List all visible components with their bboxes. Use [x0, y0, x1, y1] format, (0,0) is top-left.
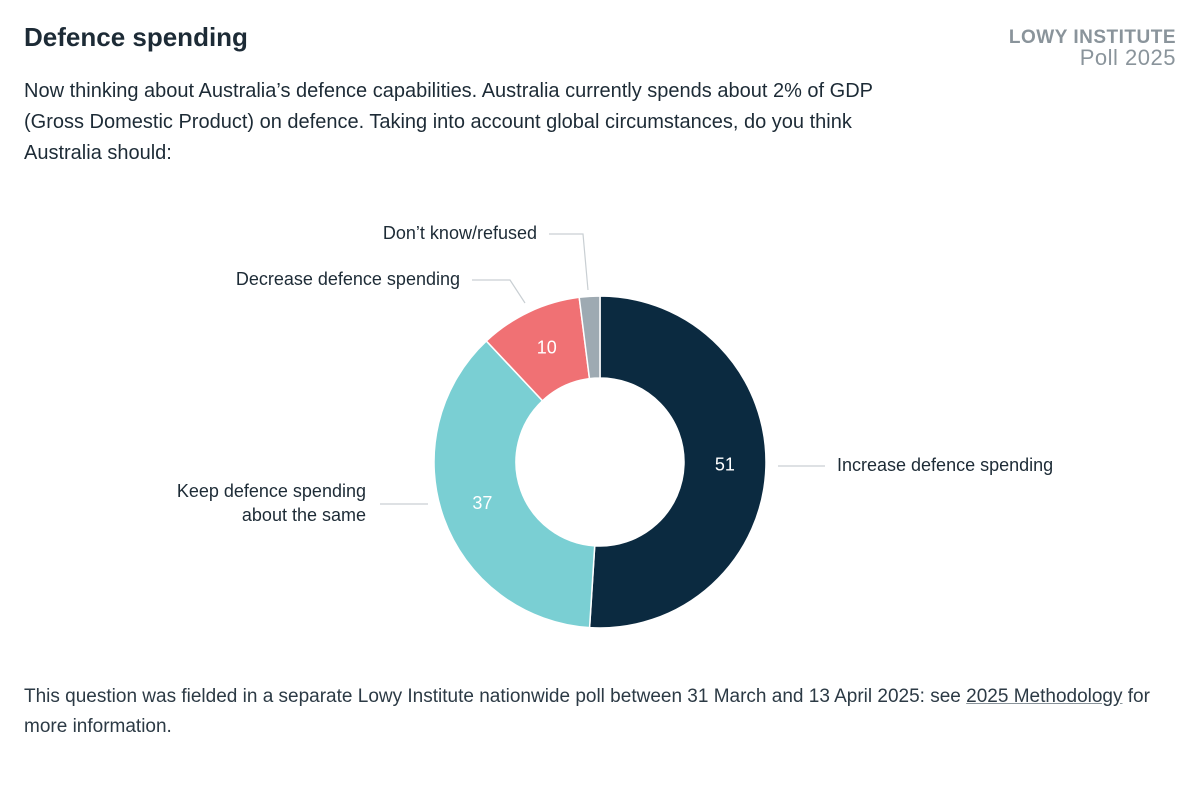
donut-slice — [588, 295, 767, 629]
brand-logo: LOWY INSTITUTE Poll 2025 — [1009, 28, 1176, 69]
footnote-text: This question was fielded in a separate … — [24, 686, 961, 707]
leader-line — [549, 233, 589, 291]
value-label: 51 — [715, 455, 735, 475]
donut-slice — [433, 339, 596, 629]
footnote: This question was fielded in a separate … — [24, 682, 1174, 742]
question: Now thinking about Australia’s defence c… — [24, 80, 873, 164]
title: Defence spending — [24, 22, 248, 52]
value-label: 10 — [537, 338, 557, 358]
footnote-text: for more information. — [24, 686, 1150, 737]
methodology-link[interactable]: 2025 Methodology — [966, 686, 1123, 707]
brand-sub: Poll 2025 — [1079, 45, 1176, 70]
slice-label: Decrease defence spending — [236, 269, 460, 289]
value-label: 37 — [472, 493, 492, 513]
slice-label: Keep defence spending about the same — [177, 481, 366, 525]
brand: LOWY INSTITUTE — [1008, 27, 1176, 48]
slice-label: Don’t know/refused — [383, 223, 537, 243]
slice-label: Increase defence spending — [837, 455, 1053, 475]
leader-line — [472, 279, 526, 304]
donut-slice — [578, 295, 601, 380]
chart: 51 Increase defence spending 37 Keep defenc… — [177, 223, 1053, 629]
